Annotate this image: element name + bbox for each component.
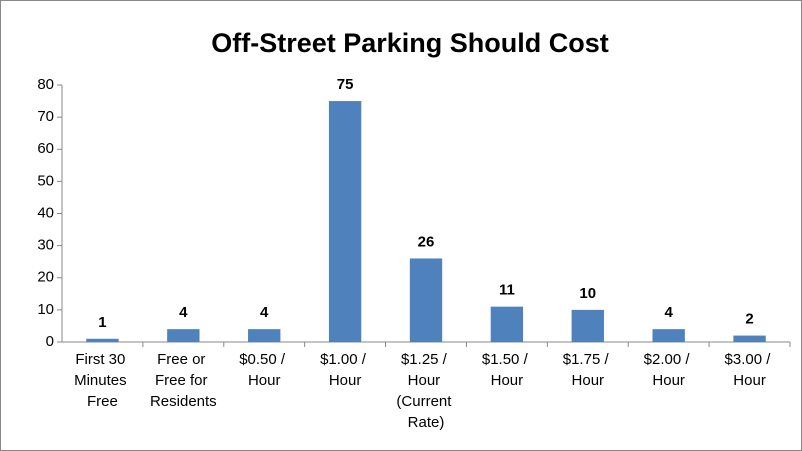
y-tick-label: 60	[37, 140, 54, 157]
y-tick-label: 20	[37, 269, 54, 286]
bar	[328, 101, 362, 342]
bar	[86, 338, 119, 342]
bar	[167, 329, 200, 342]
x-tick-label: $2.00 / Hour	[644, 351, 694, 389]
x-tick-label: $1.00 / Hour	[320, 351, 370, 389]
x-tick-label: Free or Free for Residents	[150, 351, 217, 410]
value-label: 1	[98, 314, 106, 331]
value-label: 4	[260, 304, 269, 321]
y-tick-label: 50	[37, 172, 54, 189]
bar	[733, 335, 766, 342]
x-tick-label: $1.50 / Hour	[482, 351, 532, 389]
value-label: 26	[418, 233, 435, 250]
y-tick-label: 10	[37, 301, 54, 318]
x-tick-label: $1.25 / Hour (Current Rate)	[396, 351, 455, 431]
chart-title: Off-Street Parking Should Cost	[211, 28, 609, 58]
value-label: 75	[337, 76, 354, 93]
value-label: 11	[499, 282, 515, 299]
bar	[490, 306, 524, 342]
value-label: 4	[179, 304, 188, 321]
bar	[652, 329, 685, 342]
value-label: 2	[745, 311, 753, 328]
y-tick-label: 80	[37, 76, 54, 93]
y-tick-label: 70	[37, 108, 54, 125]
y-tick-label: 30	[37, 237, 54, 254]
bar	[248, 329, 281, 342]
y-tick-label: 40	[37, 204, 54, 221]
y-tick-label: 0	[46, 333, 54, 350]
x-tick-label: $3.00 / Hour	[725, 351, 775, 389]
bar	[409, 258, 443, 342]
x-tick-label: First 30 Minutes Free	[74, 351, 131, 410]
x-tick-label: $0.50 / Hour	[239, 351, 289, 389]
x-tick-label: $1.75 / Hour	[563, 351, 613, 389]
value-label: 4	[664, 304, 673, 321]
value-label: 10	[579, 285, 596, 302]
bar	[571, 309, 604, 342]
